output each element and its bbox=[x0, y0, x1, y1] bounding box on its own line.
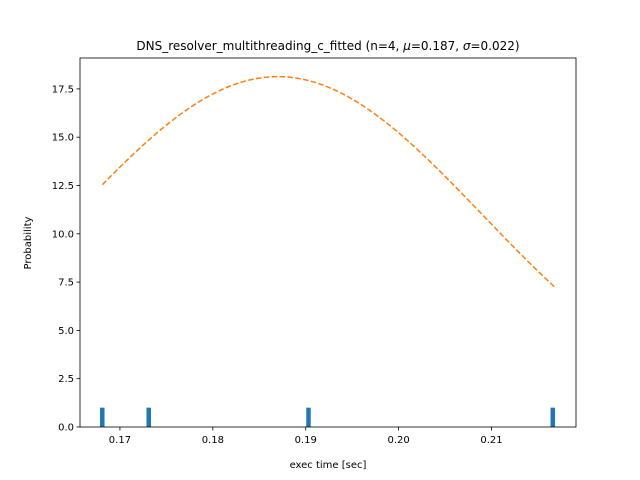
histogram-bar bbox=[306, 407, 311, 427]
histogram-bar bbox=[100, 407, 105, 427]
histogram-bar bbox=[550, 407, 556, 427]
title-sigma-symbol: σ bbox=[463, 39, 471, 53]
x-tick-label: 0.18 bbox=[202, 435, 224, 446]
y-axis-ticks: 0.0 2.5 5.0 7.5 10.0 12.5 15.0 17.5 bbox=[52, 84, 80, 434]
title-mu-value: =0.187, bbox=[411, 39, 463, 53]
title-prefix: DNS_resolver_multithreading_c_fitted (n=… bbox=[136, 39, 403, 53]
x-tick-label: 0.21 bbox=[480, 435, 502, 446]
x-tick-label: 0.20 bbox=[387, 435, 409, 446]
histogram-bars bbox=[100, 407, 556, 427]
title-mu-symbol: μ bbox=[402, 39, 411, 53]
fitted-curve bbox=[101, 75, 557, 289]
y-tick-label: 0.0 bbox=[58, 423, 74, 434]
plot-area bbox=[80, 58, 576, 427]
y-tick-label: 15.0 bbox=[52, 133, 74, 144]
title-sigma-value: =0.022) bbox=[470, 39, 519, 53]
y-tick-label: 5.0 bbox=[58, 326, 74, 337]
y-axis-label: Probability bbox=[23, 216, 34, 269]
x-tick-label: 0.17 bbox=[109, 435, 131, 446]
chart-title: DNS_resolver_multithreading_c_fitted (n=… bbox=[136, 39, 519, 53]
y-tick-label: 17.5 bbox=[52, 84, 74, 95]
y-tick-label: 10.0 bbox=[52, 229, 74, 240]
x-axis-label: exec time [sec] bbox=[290, 460, 367, 471]
histogram-bar bbox=[146, 407, 151, 427]
y-tick-label: 2.5 bbox=[58, 374, 74, 385]
x-axis-ticks: 0.17 0.18 0.19 0.20 0.21 bbox=[109, 427, 503, 446]
y-tick-label: 12.5 bbox=[52, 181, 74, 192]
y-tick-label: 7.5 bbox=[58, 278, 74, 289]
plot-frame bbox=[79, 57, 577, 428]
x-tick-label: 0.19 bbox=[295, 435, 317, 446]
